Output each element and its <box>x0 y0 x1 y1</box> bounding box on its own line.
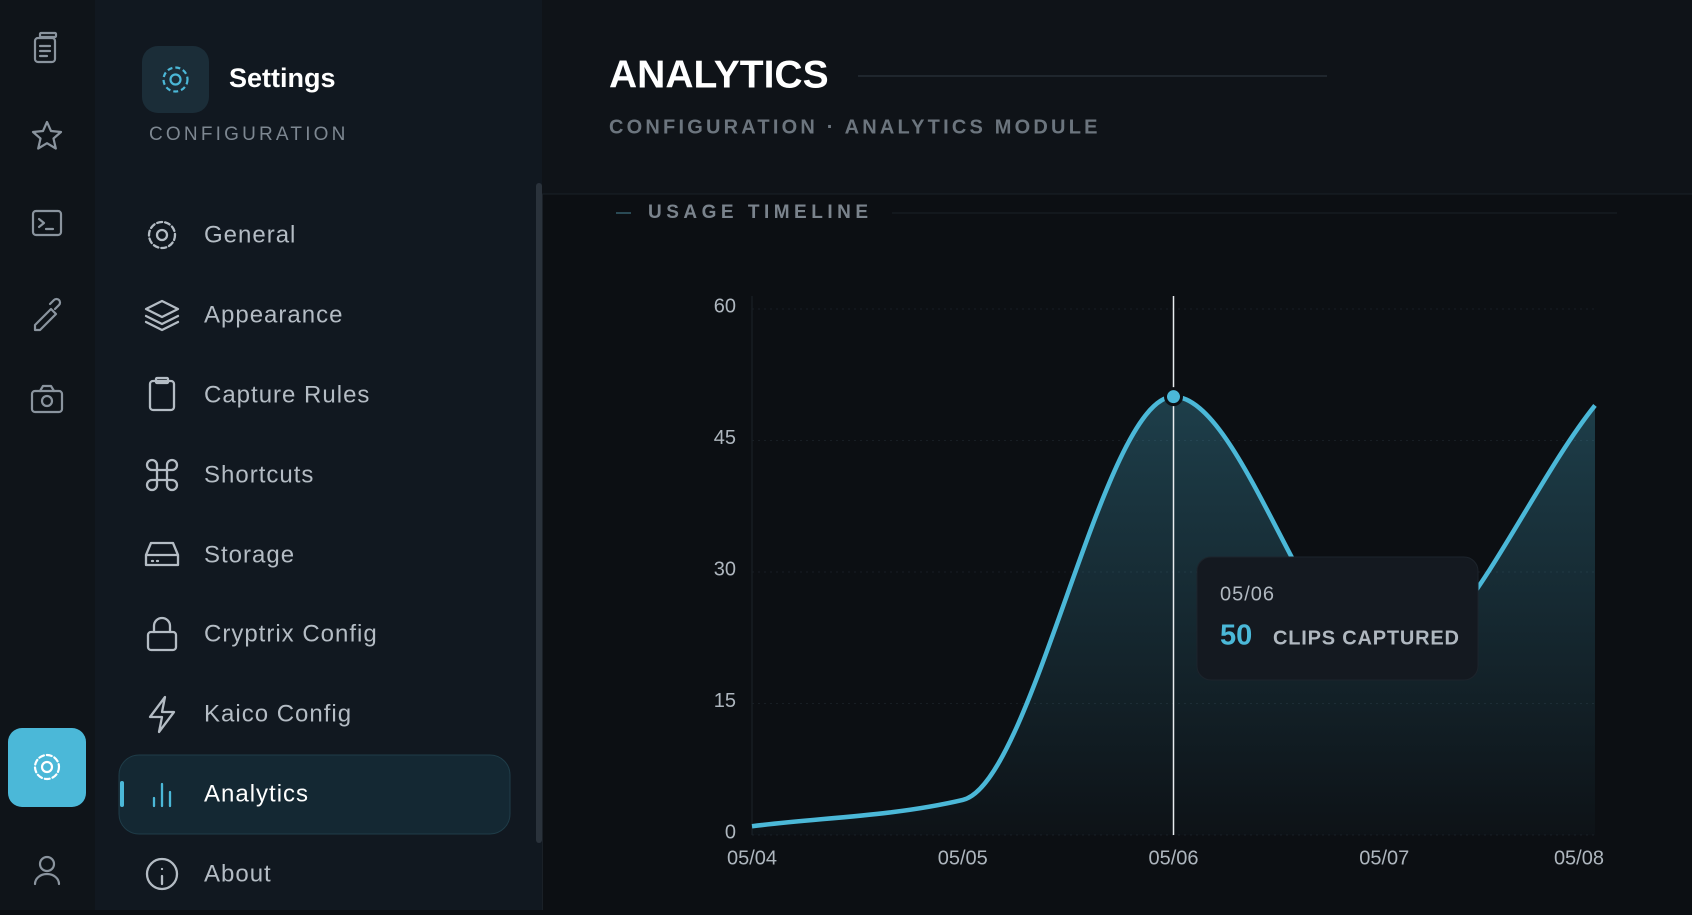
picker-icon[interactable] <box>33 297 62 332</box>
nav-icon <box>145 458 179 492</box>
section-title: USAGE TIMELINE <box>648 202 873 223</box>
tooltip-label: CLIPS CAPTURED <box>1273 627 1460 649</box>
x-tick-label: 05/08 <box>1554 847 1604 869</box>
sidebar: Settings CONFIGURATION General Appearance… <box>95 0 543 910</box>
nav-item[interactable]: Analytics <box>204 780 309 807</box>
x-tick-label: 05/05 <box>938 847 988 869</box>
tooltip-date: 05/06 <box>1220 583 1275 605</box>
nav-icon <box>146 616 178 652</box>
terminal-icon[interactable] <box>31 209 63 237</box>
nav-item[interactable]: Cryptrix Config <box>204 620 378 647</box>
y-tick-label: 60 <box>714 295 736 317</box>
x-tick-label: 05/04 <box>727 847 777 869</box>
nav-icon <box>145 857 179 891</box>
nav-active-bg[interactable] <box>118 754 511 835</box>
nav-active-bar <box>120 781 124 807</box>
camera-icon[interactable] <box>30 384 64 414</box>
tooltip-value: 50 <box>1220 620 1252 652</box>
active-settings[interactable] <box>8 728 86 807</box>
nav-item[interactable]: Storage <box>204 541 295 568</box>
nav-icon <box>148 376 176 412</box>
sidebar-title: Settings <box>229 63 336 93</box>
nav-item[interactable]: Capture Rules <box>204 381 370 408</box>
clipboard-icon[interactable] <box>33 31 58 64</box>
sidebar-subtitle: CONFIGURATION <box>149 124 349 145</box>
nav-icon <box>147 220 177 250</box>
tooltip <box>1196 556 1479 681</box>
y-tick-label: 45 <box>714 427 736 449</box>
highlight-point <box>1164 387 1183 407</box>
nav-icon <box>144 541 180 567</box>
star-icon[interactable] <box>31 120 63 150</box>
settings-icon <box>33 753 61 781</box>
x-tick-label: 05/06 <box>1148 847 1198 869</box>
nav-icon <box>144 299 180 332</box>
chart: ANALYTICS CONFIGURATION · ANALYTICS MODU… <box>542 0 1692 869</box>
logo-icon <box>162 66 189 93</box>
nav-item[interactable]: General <box>204 221 296 248</box>
page-subtitle: CONFIGURATION · ANALYTICS MODULE <box>609 116 1101 138</box>
nav-item[interactable]: Kaico Config <box>204 700 352 727</box>
y-tick-label: 15 <box>714 690 736 712</box>
nav-item[interactable]: About <box>204 860 272 887</box>
main: ANALYTICS CONFIGURATION · ANALYTICS MODU… <box>542 0 1692 910</box>
sidebar-canvas: Settings CONFIGURATION General Appearance… <box>118 46 542 891</box>
page-title: ANALYTICS <box>609 53 829 96</box>
scrollbar[interactable] <box>536 183 542 843</box>
icon-rail <box>0 0 96 910</box>
nav-icon <box>148 695 176 734</box>
user-icon[interactable] <box>33 855 61 886</box>
x-tick-label: 05/07 <box>1359 847 1409 869</box>
header-bg <box>542 0 1692 194</box>
nav-item[interactable]: Shortcuts <box>204 461 314 488</box>
nav-icon <box>152 782 172 808</box>
nav-item[interactable]: Appearance <box>204 301 343 328</box>
y-tick-label: 30 <box>714 558 736 580</box>
y-tick-label: 0 <box>725 821 736 843</box>
logo-box <box>142 46 209 113</box>
